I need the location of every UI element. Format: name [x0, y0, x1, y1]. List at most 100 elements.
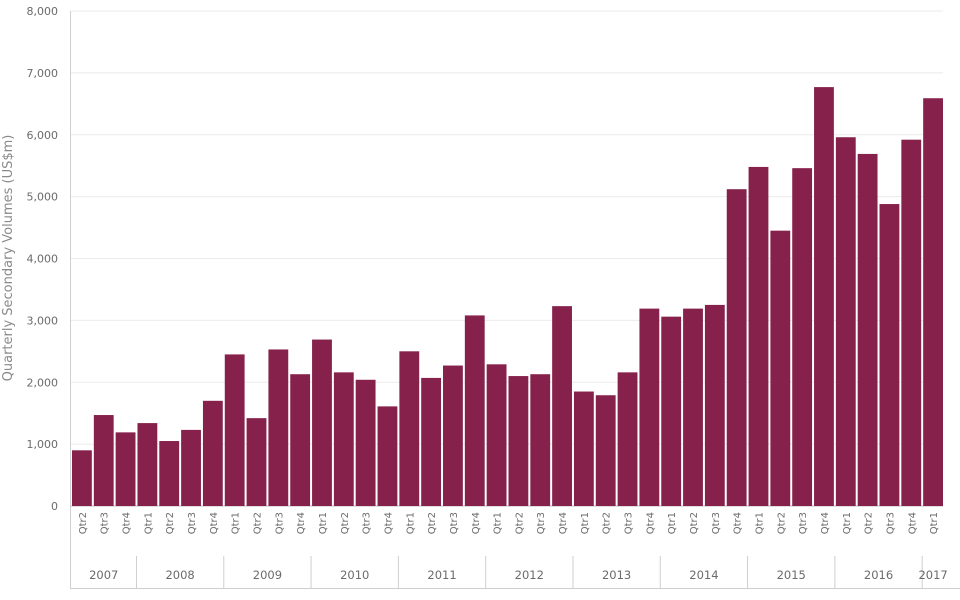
x-tick-label: Qtr2	[427, 512, 438, 534]
bar[interactable]	[202, 400, 223, 506]
year-label: 2013	[602, 568, 631, 582]
y-tick-label: 5,000	[27, 191, 59, 204]
x-tick-label: Qtr4	[733, 512, 744, 534]
x-tick-label: Qtr2	[514, 512, 525, 534]
bar[interactable]	[159, 441, 180, 506]
bar[interactable]	[573, 391, 594, 506]
bar[interactable]	[464, 315, 485, 506]
bar[interactable]	[901, 139, 922, 506]
x-tick-label: Qtr2	[864, 512, 875, 534]
bar[interactable]	[93, 415, 114, 506]
bar[interactable]	[399, 351, 420, 506]
bar[interactable]	[246, 418, 267, 506]
year-label: 2014	[689, 568, 718, 582]
x-tick-label: Qtr4	[645, 512, 656, 534]
x-tick-label: Qtr1	[143, 512, 154, 534]
bar[interactable]	[355, 379, 376, 506]
bar[interactable]	[704, 304, 725, 506]
x-tick-label: Qtr1	[405, 512, 416, 534]
x-tick-label: Qtr4	[209, 512, 220, 534]
bar[interactable]	[181, 429, 201, 506]
x-tick-label: Qtr1	[842, 512, 853, 534]
bar[interactable]	[290, 374, 311, 506]
year-label: 2012	[515, 568, 544, 582]
bars	[72, 87, 943, 507]
bar[interactable]	[923, 98, 943, 507]
bar[interactable]	[814, 87, 834, 507]
bar[interactable]	[268, 349, 289, 506]
x-tick-label: Qtr2	[602, 512, 613, 534]
bar[interactable]	[748, 166, 769, 507]
year-label: 2009	[253, 568, 282, 582]
y-tick-label: 1,000	[27, 438, 59, 451]
x-tick-label: Qtr2	[340, 512, 351, 534]
bar[interactable]	[792, 168, 813, 506]
year-label: 2007	[89, 568, 118, 582]
y-tick-label: 2,000	[27, 376, 59, 389]
bar[interactable]	[661, 316, 682, 506]
y-tick-label: 7,000	[27, 67, 59, 80]
x-tick-label: Qtr4	[907, 512, 918, 534]
y-tick-label: 6,000	[27, 129, 59, 142]
x-tick-label: Qtr2	[165, 512, 176, 534]
x-tick-label: Qtr3	[798, 512, 809, 534]
x-tick-label: Qtr4	[558, 512, 569, 534]
year-label: 2015	[777, 568, 806, 582]
x-tick-label: Qtr2	[689, 512, 700, 534]
bar[interactable]	[530, 374, 551, 506]
x-tick-label: Qtr2	[776, 512, 787, 534]
x-tick-label: Qtr3	[624, 512, 635, 534]
x-tick-label: Qtr3	[885, 512, 896, 534]
x-tick-label: Qtr2	[253, 512, 264, 534]
bar[interactable]	[333, 372, 354, 506]
x-tick-label: Qtr3	[711, 512, 722, 534]
x-tick-label: Qtr1	[493, 512, 504, 534]
x-tick-label: Qtr4	[820, 512, 831, 534]
bar[interactable]	[683, 308, 703, 506]
x-tick-label: Qtr3	[536, 512, 547, 534]
year-label: 2008	[165, 568, 194, 582]
bar[interactable]	[312, 339, 332, 506]
x-tick-label: Qtr3	[449, 512, 460, 534]
bar[interactable]	[486, 364, 507, 506]
x-tick-label: Qtr1	[580, 512, 591, 534]
x-tick-label: Qtr3	[100, 512, 111, 534]
x-tick-label: Qtr3	[187, 512, 198, 534]
bar[interactable]	[377, 406, 398, 506]
bar[interactable]	[770, 230, 791, 506]
bar[interactable]	[224, 354, 245, 506]
y-axis-ticks: 0 1,000 2,000 3,000 4,000 5,000 6,000 7,000 8,00…	[27, 5, 59, 513]
bar[interactable]	[443, 365, 463, 506]
x-tick-label: Qtr4	[383, 512, 394, 534]
bar[interactable]	[421, 377, 442, 506]
x-tick-label: Qtr4	[296, 512, 307, 534]
bar[interactable]	[72, 450, 92, 506]
x-tick-label: Qtr1	[667, 512, 678, 534]
bar[interactable]	[552, 306, 572, 506]
bar[interactable]	[857, 153, 878, 506]
bar[interactable]	[595, 395, 616, 506]
x-tick-label: Qtr1	[929, 512, 940, 534]
y-tick-label: 0	[51, 500, 58, 513]
bar[interactable]	[726, 189, 747, 506]
x-tick-label: Qtr1	[754, 512, 765, 534]
bar[interactable]	[617, 372, 638, 506]
x-tick-label: Qtr3	[362, 512, 373, 534]
bar[interactable]	[879, 204, 900, 507]
year-label: 2010	[340, 568, 369, 582]
bar[interactable]	[508, 376, 529, 506]
year-label: 2017	[918, 568, 947, 582]
x-axis: Qtr2 Qtr3 Qtr4 Qtr1 Qtr2 Qtr3 Qtr4 Qtr1 Qtr2 Qtr3…	[70, 512, 960, 589]
x-tick-label: Qtr1	[231, 512, 242, 534]
x-tick-label: Qtr4	[471, 512, 482, 534]
x-tick-label: Qtr1	[318, 512, 329, 534]
bar[interactable]	[835, 137, 856, 507]
bar[interactable]	[137, 423, 158, 506]
x-tick-label: Qtr4	[122, 512, 133, 534]
year-label: 2011	[427, 568, 456, 582]
bar[interactable]	[639, 308, 660, 506]
y-axis-title: Quarterly Secondary Volumes (US$m)	[1, 135, 16, 382]
bar[interactable]	[115, 432, 136, 506]
y-tick-label: 3,000	[27, 314, 59, 327]
